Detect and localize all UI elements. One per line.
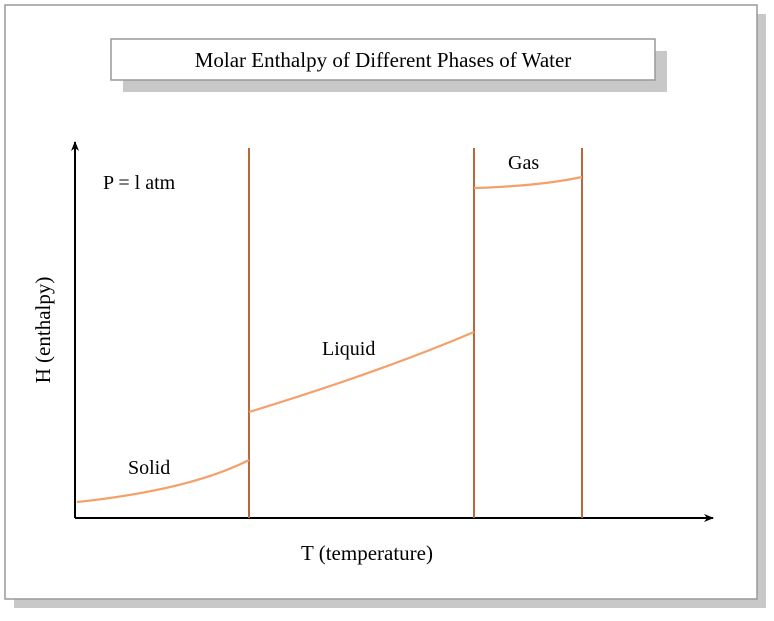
- title-box: [110, 38, 656, 81]
- phase-label: Liquid: [322, 338, 375, 360]
- title: Molar Enthalpy of Different Phases of Wa…: [195, 48, 572, 72]
- frame: [4, 4, 758, 600]
- x-axis-label: T (temperature): [301, 541, 433, 565]
- y-axis-label: H (enthalpy): [31, 277, 55, 384]
- liquid-curve: [248, 330, 475, 414]
- pressure-label: P = l atm: [103, 172, 176, 194]
- phase-label: Solid: [128, 457, 170, 479]
- gas-curve: [473, 175, 583, 190]
- solid-curve: [76, 459, 250, 504]
- phase-label: Gas: [508, 152, 539, 174]
